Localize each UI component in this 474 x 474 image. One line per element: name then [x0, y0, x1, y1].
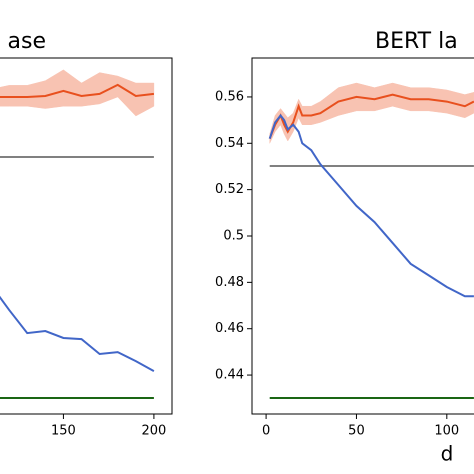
series-line — [0, 295, 155, 372]
chart-title: ase — [8, 29, 46, 54]
chart-title: BERT la — [375, 29, 458, 54]
series-line — [268, 113, 474, 298]
x-tick-label: 200 — [141, 424, 166, 439]
plot-frame — [251, 57, 474, 415]
y-tick-label: 0.5 — [223, 229, 244, 244]
y-tick-label: 0.48 — [215, 275, 244, 290]
x-axis-label: d — [441, 442, 454, 466]
y-tick-label: 0.56 — [215, 89, 244, 104]
band — [0, 69, 155, 117]
series-line — [0, 83, 155, 98]
y-tick-label: 0.52 — [215, 182, 244, 197]
x-tick-label: 0 — [262, 424, 270, 439]
y-tick-label: 0.54 — [215, 136, 244, 151]
x-tick-label: 50 — [348, 424, 365, 439]
y-tick-label: 0.46 — [215, 321, 244, 336]
plot-frame — [0, 57, 173, 415]
x-tick-label: 150 — [51, 424, 76, 439]
y-tick-label: 0.44 — [215, 368, 244, 383]
series-line — [268, 93, 474, 140]
x-tick-label: 100 — [434, 424, 459, 439]
